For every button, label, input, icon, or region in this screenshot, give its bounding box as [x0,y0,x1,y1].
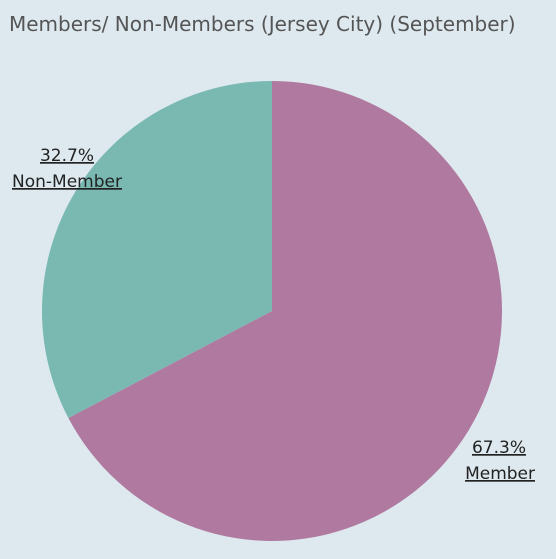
pie-labels: 67.3% Member 32.7% Non-Member [12,146,535,484]
slice-percent-label: 67.3% [472,438,526,458]
slice-category-label: Member [465,464,535,484]
pie-slice-member[interactable] [68,81,503,541]
slice-percent-label: 32.7% [40,146,94,166]
pie-slice-non-member[interactable] [41,81,272,418]
slice-category-label: Non-Member [12,172,122,192]
chart-title: Members/ Non-Members (Jersey City) (Sept… [9,12,516,36]
pie-slices [41,81,503,541]
